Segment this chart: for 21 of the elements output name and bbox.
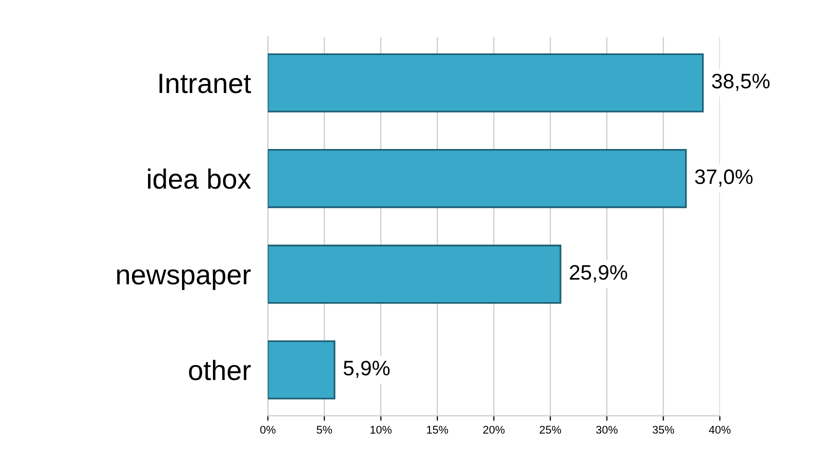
bar — [268, 244, 562, 304]
x-tick-label: 40% — [708, 426, 731, 434]
y-tick-label: other — [189, 360, 251, 380]
y-tick-label: newspaper — [117, 269, 251, 290]
x-tick-label: 5% — [316, 426, 332, 434]
x-tick-label: 20% — [483, 426, 505, 434]
bar — [268, 340, 336, 400]
y-tick-label: idea box — [148, 168, 251, 189]
bar — [268, 53, 704, 112]
data-label: 38,5% — [712, 74, 770, 91]
x-tick-label: 10% — [370, 426, 392, 434]
x-tick-label: 0% — [260, 426, 276, 434]
data-label: 37,0% — [695, 169, 753, 187]
x-tick-label: 30% — [596, 426, 618, 434]
x-tick-label: 15% — [427, 426, 448, 434]
data-label: 5,9% — [344, 360, 390, 378]
data-label: 25,9% — [570, 265, 628, 282]
x-tick-label: 35% — [652, 426, 674, 434]
x-tick-label: 25% — [540, 426, 562, 434]
bar — [268, 149, 687, 208]
y-tick-label: Intranet — [160, 74, 251, 94]
